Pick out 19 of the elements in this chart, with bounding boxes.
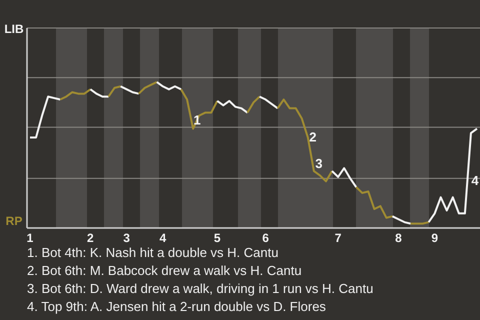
annotation: 4: [471, 173, 480, 188]
text: LIB: [4, 22, 24, 36]
annotation: 2: [309, 129, 316, 144]
text: 1. Bot 4th: K. Nash hit a double vs H. Cantu: [27, 245, 278, 260]
x-tick-label: 2: [87, 231, 94, 245]
x-tick-label: 7: [334, 231, 342, 245]
x-tick-label: 4: [160, 231, 167, 245]
text: RP: [6, 214, 22, 228]
x-tick-label: 8: [395, 231, 402, 245]
x-tick-label: 3: [123, 231, 130, 245]
annotation: 3: [315, 156, 323, 172]
annotation: 1: [194, 112, 201, 128]
x-tick-label: 6: [262, 231, 270, 245]
text: 3. Bot 6th: D. Ward drew a walk, driving in 1 run vs H. Cantu: [27, 281, 374, 296]
x-tick-label: 1: [26, 231, 34, 245]
x-tick-label: 5: [214, 231, 221, 245]
text: 4. Top 9th: A. Jensen hit a 2-run double vs D. Flores: [27, 299, 326, 314]
text: 2. Bot 6th: M. Babcock drew a walk vs H. Cantu: [27, 263, 302, 278]
x-tick-label: 9: [431, 231, 438, 245]
